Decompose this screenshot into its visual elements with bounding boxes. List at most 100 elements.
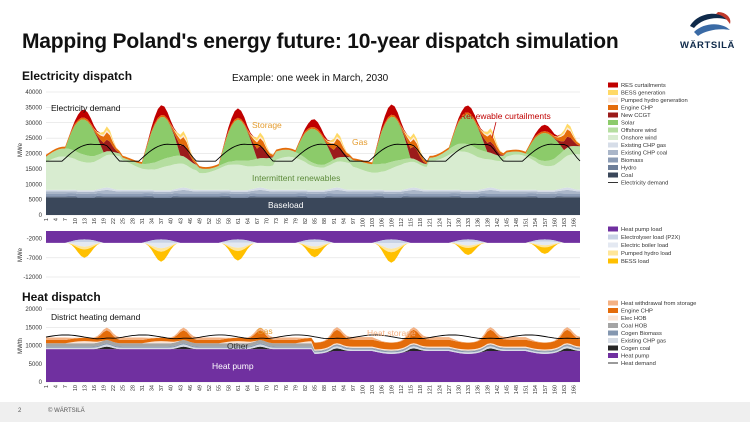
electricity-subtitle: Example: one week in March, 2030 <box>232 73 389 84</box>
legend-swatch <box>608 120 618 125</box>
x-tick-label: 16 <box>92 218 98 224</box>
x-tick-label: 7 <box>63 385 69 388</box>
x-tick-label: 22 <box>111 218 117 224</box>
legend-swatch <box>608 105 618 110</box>
legend-swatch <box>608 157 618 163</box>
legend-swatch <box>608 112 618 118</box>
legend-label: Electrolyser load (P2X) <box>621 235 680 241</box>
legend-swatch <box>608 308 618 313</box>
x-tick-label: 4 <box>54 385 60 388</box>
x-tick-label: 124 <box>437 218 443 227</box>
x-tick-label: 70 <box>265 385 271 391</box>
x-tick-label: 154 <box>533 218 539 227</box>
area-bess-load <box>46 242 580 263</box>
area-pumped-hydro-load <box>46 242 580 253</box>
x-tick-label: 139 <box>485 218 491 227</box>
legend-label: Engine CHP <box>621 106 653 112</box>
x-tick-label: 4 <box>54 218 60 221</box>
legend-label: Engine CHP <box>621 309 653 315</box>
x-tick-label: 37 <box>159 218 165 224</box>
x-tick-label: 142 <box>495 385 501 394</box>
y-tick-label: 0 <box>39 213 43 219</box>
y-tick-label: 25000 <box>25 136 42 142</box>
x-tick-label: 163 <box>562 385 568 394</box>
x-tick-label: 88 <box>322 385 328 391</box>
legend-label: New CCGT <box>621 113 651 119</box>
legend-swatch <box>608 242 618 248</box>
x-tick-label: 124 <box>437 385 443 394</box>
x-tick-label: 130 <box>456 218 462 227</box>
x-tick-label: 139 <box>485 385 491 394</box>
electricity-legend <box>608 82 618 183</box>
x-tick-label: 73 <box>274 385 280 391</box>
x-tick-label: 46 <box>188 385 194 391</box>
legend-label: Cogen Biomass <box>621 331 662 337</box>
x-tick-label: 16 <box>92 385 98 391</box>
x-tick-label: 82 <box>303 385 309 391</box>
y-tick-label: -7000 <box>27 256 43 262</box>
legend-label: Existing CHP gas <box>621 143 666 149</box>
x-tick-label: 67 <box>255 385 261 391</box>
x-tick-label: 109 <box>389 385 395 394</box>
legend-label: Pumped hydro load <box>621 251 671 257</box>
legend-swatch <box>608 330 618 336</box>
annotation-intermittent-renewables: Intermittent renewables <box>252 173 340 183</box>
x-tick-label: 112 <box>399 385 405 394</box>
x-tick-label: 145 <box>504 385 510 394</box>
x-tick-label: 166 <box>572 218 578 227</box>
x-tick-label: 115 <box>409 385 415 394</box>
y-tick-label: 15000 <box>25 325 42 331</box>
y-axis-label: MWth <box>18 338 24 354</box>
legend-swatch <box>608 353 618 358</box>
legend-swatch <box>608 97 618 103</box>
legend-swatch <box>608 172 618 178</box>
legend-swatch <box>608 226 618 232</box>
legend-label: Heat withdrawal from storage <box>621 301 696 307</box>
legend-label: Hydro <box>621 166 636 172</box>
legend-label: Cogen coal <box>621 346 650 352</box>
x-tick-label: 130 <box>456 385 462 394</box>
y-axis-label: MWe <box>18 247 24 262</box>
legend-label: Coal HOB <box>621 324 647 330</box>
x-tick-label: 121 <box>428 385 434 394</box>
x-tick-label: 34 <box>150 218 156 224</box>
y-tick-label: 10000 <box>25 182 42 188</box>
area-heat-heat-pump <box>46 349 580 382</box>
legend-label: Offshore wind <box>621 128 657 134</box>
x-tick-label: 148 <box>514 218 520 227</box>
loads-chart <box>46 231 580 278</box>
y-tick-label: -2000 <box>27 237 43 243</box>
x-tick-label: 97 <box>351 385 357 391</box>
x-tick-label: 118 <box>418 385 424 394</box>
y-tick-label: 20000 <box>25 307 42 313</box>
x-tick-label: 25 <box>121 385 127 391</box>
x-tick-label: 154 <box>533 385 539 394</box>
footer-bar: 2 © WÄRTSILÄ <box>0 402 750 422</box>
x-tick-label: 112 <box>399 218 405 227</box>
x-tick-label: 19 <box>102 385 108 391</box>
x-tick-label: 64 <box>245 218 251 224</box>
x-tick-label: 79 <box>293 218 299 224</box>
x-tick-label: 58 <box>226 218 232 224</box>
legend-swatch <box>608 250 618 256</box>
x-tick-label: 43 <box>178 385 184 391</box>
x-tick-label: 13 <box>82 385 88 391</box>
x-tick-label: 34 <box>150 385 156 391</box>
x-tick-label: 127 <box>447 218 453 227</box>
x-tick-label: 103 <box>370 218 376 227</box>
area-coal <box>46 197 580 215</box>
area-heat-heat-withdrawal-from-storage <box>46 327 580 343</box>
x-tick-label: 100 <box>361 218 367 227</box>
x-tick-label: 88 <box>322 218 328 224</box>
x-tick-label: 145 <box>504 218 510 227</box>
x-tick-label: 157 <box>543 218 549 227</box>
x-tick-label: 31 <box>140 218 146 224</box>
area-heat-engine-chp <box>46 329 580 350</box>
x-tick-label: 37 <box>159 385 165 391</box>
electricity-section-title: Electricity dispatch <box>22 69 133 83</box>
legend-swatch <box>608 338 618 343</box>
legend-swatch <box>608 234 618 240</box>
x-tick-label: 58 <box>226 385 232 391</box>
x-tick-label: 76 <box>284 218 290 224</box>
legend-label: Elec HOB <box>621 316 647 322</box>
